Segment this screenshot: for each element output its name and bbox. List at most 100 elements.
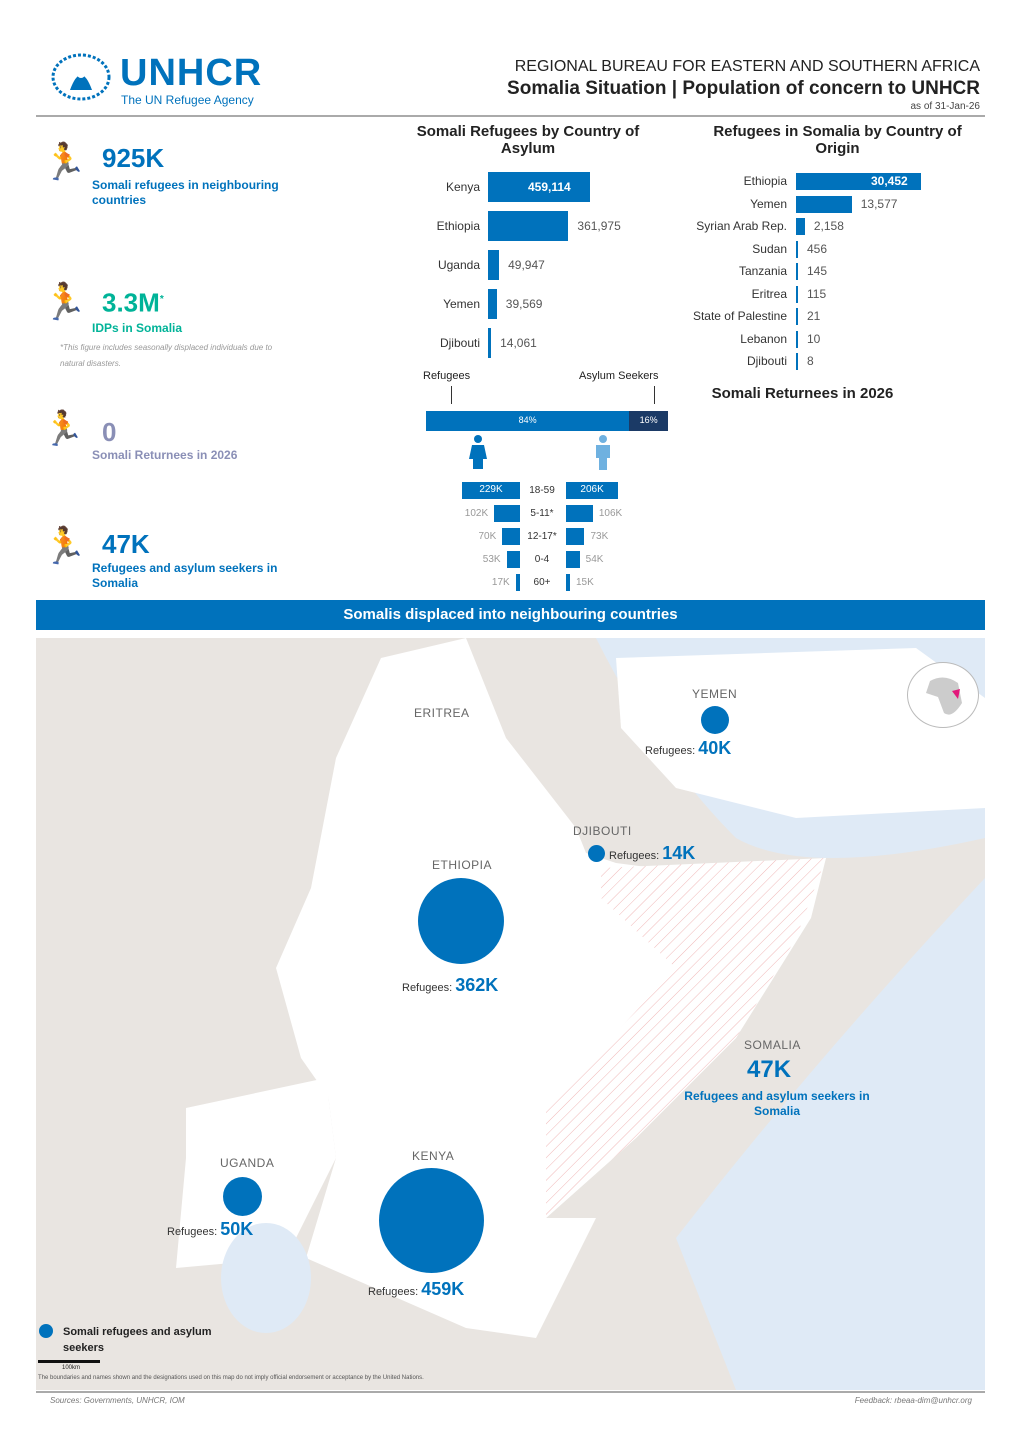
male-bar[interactable]	[566, 482, 619, 499]
bar-category-label: Ethiopia	[743, 174, 787, 188]
male-value-label: 15K	[576, 577, 594, 588]
bar-value-label: 145	[807, 264, 828, 278]
stack-segment-label: 16%	[639, 415, 658, 425]
refugees-djibouti: Refugees: 14K	[609, 843, 696, 863]
bar[interactable]	[796, 195, 852, 213]
legend-bubble-icon	[39, 1324, 53, 1338]
returnees-title: Somali Returnees in 2026	[711, 385, 894, 402]
kpi-label: Somali Returnees in 2026	[92, 448, 238, 462]
bar[interactable]	[796, 218, 805, 235]
origin-chart-title: Refugees in Somalia by Country of Origin	[713, 123, 962, 157]
country-label-ethiopia: ETHIOPIA	[432, 858, 493, 872]
age-group-label: 60+	[533, 577, 551, 588]
male-bar[interactable]	[566, 505, 593, 522]
bubble-ethiopia[interactable]	[418, 878, 504, 964]
refugees-yemen: Refugees: 40K	[645, 738, 732, 758]
kpi-label: Somali refugees in neighbouring countrie…	[92, 178, 279, 207]
asylum-chart-title: Somali Refugees by Country of Asylum	[416, 123, 640, 157]
bar[interactable]	[796, 285, 798, 303]
bubble-kenya[interactable]	[379, 1168, 484, 1273]
map[interactable]: ERITREA YEMEN Refugees: 40K DJIBOUTI Ref…	[36, 638, 985, 1390]
person-running-icon: 🏃	[42, 281, 87, 322]
bubble-yemen[interactable]	[701, 706, 729, 734]
male-value-label: 73K	[590, 531, 609, 542]
person-returning-icon: 🏃	[42, 410, 85, 448]
bar-category-label: State of Palestine	[692, 309, 787, 323]
locator-globe	[907, 662, 979, 728]
kpi-value: 925K	[102, 143, 165, 173]
female-value-label: 53K	[482, 554, 501, 565]
unhcr-logo-emblem	[50, 52, 112, 102]
bar-category-label: Eritrea	[751, 286, 787, 301]
bar[interactable]	[796, 263, 798, 280]
country-label-uganda: UGANDA	[220, 1156, 275, 1170]
kpi-footnote-mark: *	[159, 294, 164, 305]
sources: Sources: Governments, UNHCR, IOM	[50, 1396, 185, 1405]
stack-segment[interactable]	[629, 411, 668, 431]
person-running-icon: 🏃	[42, 141, 87, 182]
male-bar[interactable]	[566, 528, 585, 545]
male-bar[interactable]	[566, 551, 580, 568]
bar[interactable]	[796, 353, 798, 370]
country-label-eritrea: ERITREA	[414, 706, 470, 720]
map-banner: Somalis displaced into neighbouring coun…	[36, 600, 985, 630]
female-bar[interactable]	[506, 551, 520, 568]
bar-category-label: Ethiopia	[436, 219, 480, 233]
person-running-icon: 🏃	[42, 525, 87, 566]
somalia-value: 47K	[747, 1056, 792, 1083]
bar[interactable]	[796, 173, 921, 190]
tick	[451, 386, 452, 404]
bar-category-label: Kenya	[445, 180, 480, 194]
refugees-kenya: Refugees: 459K	[368, 1279, 465, 1299]
female-value-label: 17K	[491, 577, 510, 588]
bar-category-label: Sudan	[752, 241, 787, 256]
female-bar[interactable]	[515, 574, 520, 591]
bar-value-label: 8	[807, 354, 814, 368]
footer-divider	[36, 1391, 985, 1393]
female-bar[interactable]	[502, 528, 520, 545]
age-group-label: 18-59	[529, 485, 555, 496]
bar-category-label: Uganda	[437, 258, 480, 272]
bar[interactable]	[796, 330, 798, 348]
bubble-djibouti[interactable]	[588, 845, 605, 862]
female-bar[interactable]	[462, 482, 520, 499]
male-value-label: 106K	[598, 508, 623, 519]
asylum-seekers-label: Asylum Seekers	[579, 370, 659, 382]
logo-text: UNHCR	[120, 52, 263, 94]
male-bar[interactable]	[566, 574, 570, 591]
bar[interactable]	[488, 211, 569, 241]
bar-value-label: 13,577	[860, 196, 898, 211]
bar-value-label: 2,158	[813, 219, 844, 233]
refugees-ethiopia: Refugees: 362K	[402, 975, 499, 995]
bar-value-label: 30,452	[871, 174, 908, 188]
bar[interactable]	[488, 172, 590, 202]
bar-value-label: 10	[807, 331, 821, 346]
bar[interactable]	[488, 250, 500, 280]
bureau-title: REGIONAL BUREAU FOR EASTERN AND SOUTHERN…	[514, 58, 980, 75]
stack-segment-label: 84%	[518, 415, 537, 425]
tick	[654, 386, 655, 404]
refugees-uganda: Refugees: 50K	[167, 1219, 254, 1239]
bar[interactable]	[796, 308, 798, 325]
kpi-value: 0	[102, 417, 117, 447]
logo-subtitle: The UN Refugee Agency	[121, 93, 254, 107]
somalia-label: Refugees and asylum seekers in Somalia	[684, 1089, 870, 1118]
bar[interactable]	[488, 328, 492, 358]
country-label-yemen: YEMEN	[692, 687, 738, 701]
bar-value-label: 49,947	[508, 258, 545, 272]
bar[interactable]	[488, 289, 497, 319]
male-value-label: 206K	[580, 484, 604, 495]
bar-category-label: Yemen	[443, 297, 480, 311]
kpi-label: Refugees and asylum seekers in Somalia	[92, 561, 278, 590]
female-value-label: 102K	[464, 508, 489, 519]
page-title: Somalia Situation | Population of concer…	[507, 78, 980, 99]
female-bar[interactable]	[494, 505, 520, 522]
feedback-link[interactable]: Feedback: rbeaa-dim@unhcr.org	[854, 1396, 972, 1405]
bar-value-label: 459,114	[528, 180, 571, 194]
age-group-label: 0-4	[534, 554, 550, 565]
stack-segment[interactable]	[426, 411, 630, 431]
bubble-uganda[interactable]	[223, 1177, 262, 1216]
bar[interactable]	[796, 240, 798, 258]
male-value-label: 54K	[585, 554, 604, 565]
female-value-label: 70K	[478, 531, 497, 542]
